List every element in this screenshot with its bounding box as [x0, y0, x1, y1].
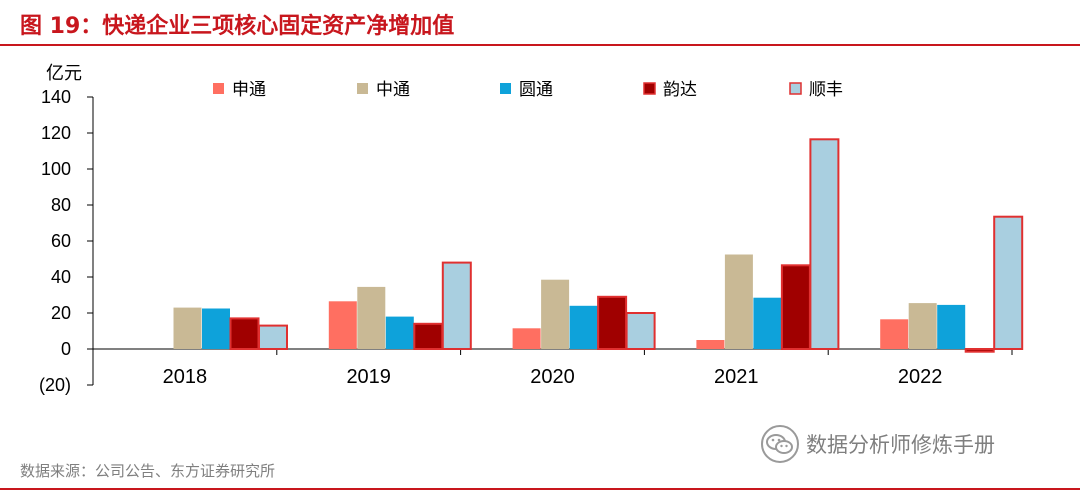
- bar-4-2022: [964, 348, 995, 353]
- bar-3-2022: [937, 304, 966, 349]
- legend-label: 圆通: [519, 80, 553, 100]
- wechat-icon: [761, 425, 799, 463]
- y-tick-label: (20): [39, 375, 71, 395]
- legend: 申通 中通 圆通 韵达 顺丰: [213, 80, 843, 100]
- bar-2-2022: [908, 303, 937, 349]
- bar-1-2020: [512, 328, 541, 349]
- bar-2-2018: [173, 307, 202, 349]
- bar-4-2021: [780, 264, 811, 350]
- y-tick-label: 80: [51, 195, 71, 215]
- y-tick-label: 140: [41, 87, 71, 107]
- bar-3-2018: [202, 308, 230, 349]
- legend-label: 韵达: [663, 80, 697, 100]
- bar-1-2021: [696, 340, 725, 349]
- legend-swatch: [500, 83, 511, 94]
- bar-5-2022: [993, 215, 1024, 350]
- bar-2-2019: [357, 286, 386, 349]
- x-tick-label: 2020: [530, 366, 575, 388]
- y-tick-label: 100: [41, 159, 71, 179]
- bar-3-2020: [569, 305, 598, 349]
- watermark-text: 数据分析师修炼手册: [806, 433, 995, 457]
- chart-title: 图 19：快递企业三项核心固定资产净增加值: [20, 14, 455, 39]
- source-note: 数据来源：公司公告、东方证券研究所: [20, 462, 276, 480]
- bar-4-2018: [229, 317, 260, 350]
- y-tick-label: 120: [41, 123, 71, 143]
- bar-4-2020: [597, 295, 628, 350]
- y-tick-label: 20: [51, 303, 71, 323]
- x-tick-label: 2019: [346, 366, 391, 388]
- y-tick-label: 0: [61, 339, 71, 359]
- y-tick-label: 60: [51, 231, 71, 251]
- bar-1-2019: [328, 301, 357, 349]
- x-tick-label: 2022: [898, 366, 943, 388]
- x-tick-label: 2018: [163, 366, 208, 388]
- legend-label: 顺丰: [809, 80, 843, 100]
- bar-1-2022: [880, 319, 909, 349]
- watermark: 数据分析师修炼手册: [760, 424, 995, 464]
- legend-swatch: [643, 82, 656, 95]
- unit-label: 亿元: [46, 63, 82, 84]
- bar-3-2019: [385, 316, 414, 349]
- legend-label: 申通: [232, 80, 266, 100]
- legend-swatch: [213, 83, 224, 94]
- bar-5-2019: [441, 261, 472, 351]
- y-tick-label: 40: [51, 267, 71, 287]
- legend-swatch: [357, 83, 368, 94]
- title-bar: 图 19：快递企业三项核心固定资产净增加值: [0, 0, 1080, 46]
- bar-2-2020: [541, 279, 570, 349]
- bars: [173, 138, 1024, 353]
- legend-swatch: [789, 82, 802, 95]
- bar-2-2021: [724, 254, 753, 349]
- bar-5-2021: [809, 138, 840, 350]
- bar-5-2020: [625, 312, 656, 350]
- bar-4-2019: [413, 322, 444, 350]
- legend-label: 中通: [376, 80, 410, 100]
- footer-divider: [0, 488, 1080, 490]
- x-tick-label: 2021: [714, 366, 759, 388]
- bar-5-2018: [258, 324, 288, 351]
- bar-3-2021: [753, 297, 782, 349]
